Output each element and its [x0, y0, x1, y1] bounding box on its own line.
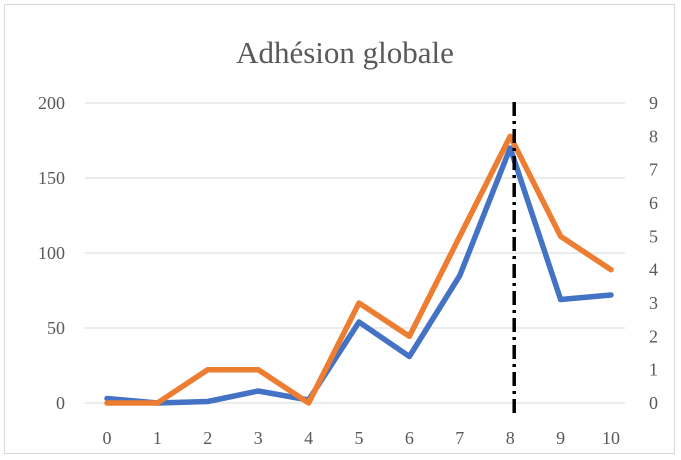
x-tick-label: 10 [602, 428, 620, 448]
x-axis: 0 1 2 3 4 5 6 7 8 9 10 [103, 428, 621, 448]
y-left-tick-label: 0 [56, 393, 65, 413]
y-right-tick-label: 3 [649, 293, 658, 313]
y-right-tick-label: 7 [649, 160, 658, 180]
series-lines [104, 133, 614, 406]
y-left-tick-label: 50 [47, 318, 65, 338]
y-left-tick-label: 100 [38, 243, 65, 263]
y-right-tick-label: 4 [649, 260, 658, 280]
y-right-tick-label: 1 [649, 360, 658, 380]
y-right-tick-label: 6 [649, 193, 658, 213]
y-left-tick-label: 200 [38, 93, 65, 113]
left-axis: 0 50 100 150 200 [38, 93, 65, 413]
gridlines [85, 102, 625, 404]
y-left-tick-label: 150 [38, 168, 65, 188]
x-tick-label: 8 [506, 428, 515, 448]
x-tick-label: 6 [405, 428, 414, 448]
x-tick-label: 0 [103, 428, 112, 448]
x-tick-label: 1 [153, 428, 162, 448]
right-axis: 0 1 2 3 4 5 6 7 8 9 [649, 93, 658, 413]
y-right-tick-label: 5 [649, 226, 658, 246]
y-right-tick-label: 8 [649, 126, 658, 146]
y-right-tick-label: 2 [649, 326, 658, 346]
series-line-right [104, 133, 614, 406]
x-tick-label: 3 [254, 428, 263, 448]
chart-title: Adhésion globale [236, 35, 454, 70]
x-tick-label: 9 [556, 428, 565, 448]
y-right-tick-label: 0 [649, 393, 658, 413]
x-tick-label: 5 [355, 428, 364, 448]
x-tick-label: 7 [455, 428, 464, 448]
series-line-left [104, 145, 614, 406]
x-tick-label: 2 [203, 428, 212, 448]
x-tick-label: 4 [304, 428, 313, 448]
y-right-tick-label: 9 [649, 93, 658, 113]
